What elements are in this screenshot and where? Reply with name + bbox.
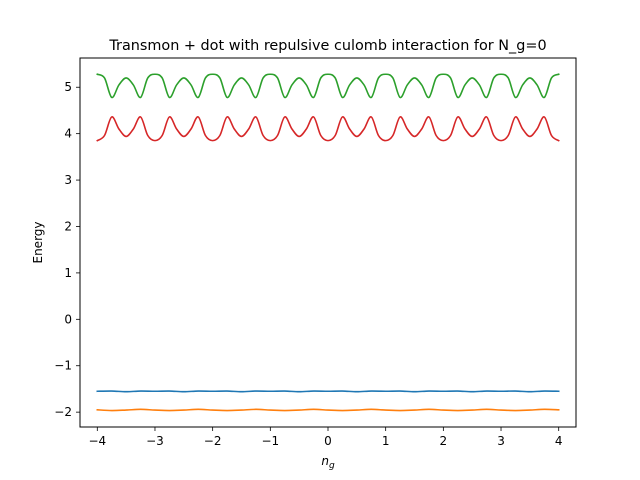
chart-title: Transmon + dot with repulsive culomb int…: [108, 38, 546, 54]
x-axis-label-main: n: [321, 454, 329, 468]
y-tick-label: 1: [64, 266, 72, 280]
y-tick-label: 4: [64, 127, 72, 141]
y-tick-label: −2: [54, 405, 72, 419]
series-line-2: [96, 408, 560, 412]
x-tick-label: 0: [324, 434, 332, 448]
y-axis-ticks: −2 −1 0 1 2 3 4 5: [54, 80, 80, 419]
x-axis-label: ng: [321, 454, 335, 471]
series-layer: [96, 73, 560, 412]
x-tick-label: −3: [146, 434, 164, 448]
y-tick-label: 3: [64, 173, 72, 187]
x-tick-label: 2: [440, 434, 448, 448]
x-tick-label: −1: [261, 434, 279, 448]
series-line-1: [96, 390, 560, 393]
y-tick-label: 2: [64, 219, 72, 233]
x-tick-label: −2: [204, 434, 222, 448]
plot-frame: [79, 57, 577, 428]
y-tick-label: 5: [64, 80, 72, 94]
x-axis-ticks: −4 −3 −2 −1 0 1 2 3 4: [88, 427, 563, 448]
x-tick-label: 4: [555, 434, 563, 448]
series-line-3: [96, 73, 560, 99]
x-axis-label-subscript: g: [329, 461, 335, 471]
x-tick-label: −4: [88, 434, 106, 448]
series-line-4: [96, 116, 560, 142]
y-axis-label: Energy: [31, 221, 45, 263]
y-tick-label: 0: [64, 312, 72, 326]
y-tick-label: −1: [54, 359, 72, 373]
x-tick-label: 3: [497, 434, 505, 448]
x-tick-label: 1: [382, 434, 390, 448]
